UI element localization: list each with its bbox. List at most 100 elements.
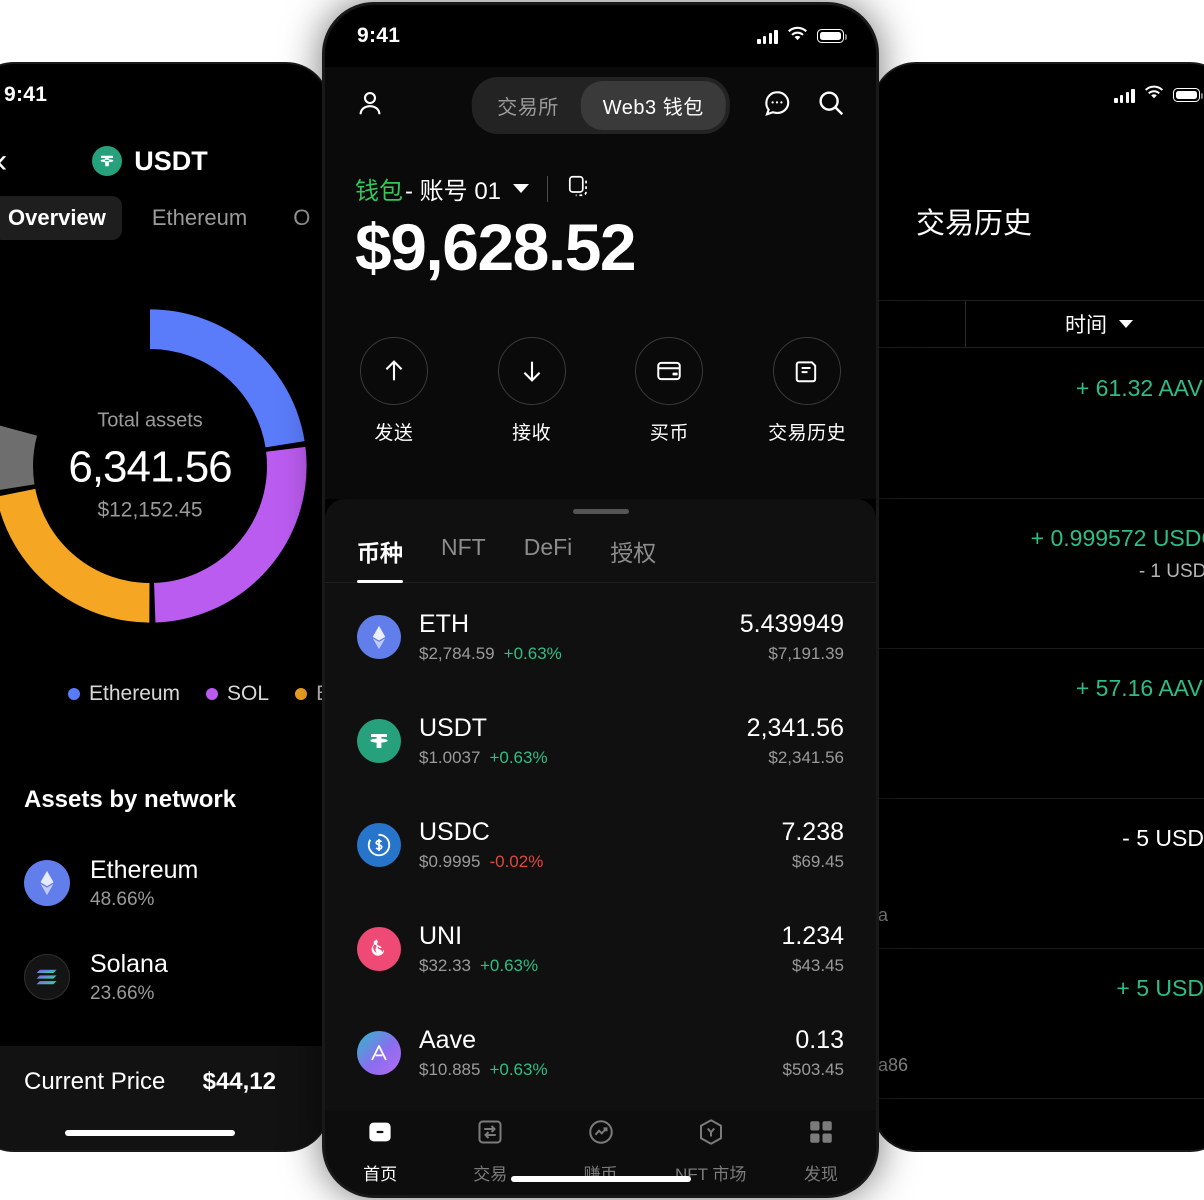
tx-amount: + 0.999572 USDC: [1030, 525, 1204, 551]
nav-nft-market[interactable]: NFT 市场: [656, 1117, 766, 1195]
table-row[interactable]: + 5 USDT ba86: [874, 949, 1204, 1099]
divider: [547, 175, 549, 202]
filter-time-button[interactable]: 时间: [966, 309, 1204, 339]
tab-tokens[interactable]: 币种: [357, 534, 403, 583]
left-phone-frame: 9:41 ‹ USDT Overview Ethereum O: [0, 62, 330, 1152]
tether-icon: [92, 146, 123, 176]
earn-icon: [586, 1117, 616, 1152]
legend-dot-ethereum: [68, 688, 80, 700]
status-time: 9:41: [4, 83, 48, 106]
donut-value: 6,341.56: [68, 442, 232, 492]
tx-history-button[interactable]: 交易历史: [738, 337, 876, 445]
cellular-icon: [757, 29, 778, 44]
wallet-selector[interactable]: 钱包 - 账号 01: [355, 171, 592, 206]
total-balance: $9,628.52: [355, 210, 637, 284]
nav-earn[interactable]: 赚币: [545, 1117, 655, 1195]
token-value: $43.45: [792, 956, 844, 975]
token-value: $7,191.39: [768, 644, 844, 663]
person-icon[interactable]: [355, 88, 385, 123]
segment-web3-wallet[interactable]: Web3 钱包: [580, 80, 726, 130]
arrow-down-icon: [497, 337, 566, 405]
network-name: Solana: [90, 949, 168, 978]
solana-icon: [24, 954, 70, 1000]
center-phone-screen: 9:41 交易所: [325, 5, 876, 1195]
token-price: $1.0037: [419, 748, 481, 767]
right-phone-frame: . 交易历史 时间 + 61.32 AAV: [872, 62, 1204, 1152]
donut-slice-sol: [0, 309, 307, 623]
sheet-grabber[interactable]: [572, 509, 629, 514]
tab-defi[interactable]: DeFi: [523, 534, 573, 560]
legend-item: SOL: [206, 682, 269, 706]
tx-amount: - 5 USDT: [1122, 825, 1204, 851]
assets-sheet: 币种 NFT DeFi 授权 ETH $2,784.59: [325, 499, 876, 1195]
nav-home[interactable]: 首页: [325, 1117, 435, 1195]
network-name: Ethereum: [90, 855, 199, 884]
token-change: +0.63%: [480, 956, 539, 975]
tx-amount: + 5 USDT: [1116, 975, 1204, 1001]
legend-dot-sol: [206, 688, 219, 700]
ethereum-icon: [357, 615, 401, 659]
list-item[interactable]: ETH $2,784.59 +0.63% 5.439949 $7,191.39: [325, 585, 876, 689]
token-amount: 1.234: [781, 922, 844, 950]
table-row[interactable]: - 5 USDT 0a: [874, 799, 1204, 949]
tab-overview[interactable]: Overview: [0, 196, 122, 240]
action-label: 买币: [649, 423, 689, 444]
token-change: +0.63%: [489, 748, 548, 767]
token-change: -0.02%: [489, 852, 544, 871]
table-row[interactable]: + 61.32 AAVE: [874, 349, 1204, 499]
send-button[interactable]: 发送: [325, 337, 463, 445]
segment-exchange[interactable]: 交易所: [497, 96, 559, 119]
receive-button[interactable]: 接收: [463, 337, 601, 445]
donut-slice-ethereum: [0, 309, 307, 623]
list-item[interactable]: USDC $0.9995 -0.02% 7.238 $69.45: [325, 793, 876, 897]
tab-other[interactable]: O: [293, 205, 311, 230]
header-actions: [762, 88, 846, 123]
left-status-bar: 9:41: [0, 64, 328, 126]
token-symbol: ETH: [419, 610, 469, 638]
donut-legend: Ethereum SOL BTC: [0, 682, 328, 706]
network-row[interactable]: Solana 23.66%: [0, 930, 328, 1024]
tether-icon: [357, 719, 401, 763]
chevron-left-icon[interactable]: ‹: [0, 144, 7, 178]
token-amount: 0.13: [795, 1026, 844, 1054]
credit-card-icon: [635, 337, 704, 405]
donut-center-text: Total assets 6,341.56 $12,152.45: [10, 410, 290, 523]
nav-discover[interactable]: 发现: [766, 1117, 876, 1195]
donut-subvalue: $12,152.45: [97, 498, 203, 522]
chat-bubble-icon[interactable]: [762, 88, 792, 123]
left-phone-screen: 9:41 ‹ USDT Overview Ethereum O: [0, 64, 328, 1150]
token-symbol: Aave: [419, 1026, 476, 1054]
tab-ethereum[interactable]: Ethereum: [151, 205, 248, 230]
token-price: $32.33: [419, 956, 471, 975]
action-label: 接收: [512, 423, 552, 444]
token-symbol: USDC: [419, 818, 490, 846]
wallet-name: 钱包: [355, 178, 403, 205]
buy-button[interactable]: 买币: [601, 337, 739, 445]
right-status-bar: .: [874, 64, 1204, 126]
nav-label: 交易: [473, 1165, 508, 1184]
network-row[interactable]: Ethereum 48.66%: [0, 836, 328, 930]
token-symbol: UNI: [419, 922, 463, 950]
list-item[interactable]: UNI $32.33 +0.63% 1.234 $43.45: [325, 897, 876, 1001]
table-row[interactable]: + 0.999572 USDC - 1 USDT: [874, 499, 1204, 649]
copy-icon[interactable]: [566, 173, 592, 204]
token-symbol: USDT: [419, 714, 488, 742]
table-row[interactable]: + 57.16 AAVE: [874, 649, 1204, 799]
chevron-down-icon: [1119, 320, 1133, 328]
search-icon[interactable]: [816, 88, 846, 123]
filter-type-cell[interactable]: [874, 301, 966, 347]
tx-amount: + 57.16 AAVE: [1075, 675, 1204, 701]
list-item[interactable]: USDT $1.0037 +0.63% 2,341.56 $2,341.56: [325, 689, 876, 793]
donut-label: Total assets: [97, 409, 203, 432]
token-amount: 5.439949: [739, 610, 844, 638]
tab-nft[interactable]: NFT: [441, 534, 486, 560]
filter-time-label: 时间: [1065, 314, 1107, 337]
list-item[interactable]: Aave $10.885 +0.63% 0.13 $503.45: [325, 1001, 876, 1105]
quick-actions: 发送 接收 买币: [325, 337, 876, 445]
legend-label: SOL: [227, 682, 270, 705]
status-icons: [757, 26, 847, 47]
nav-trade[interactable]: 交易: [435, 1117, 545, 1195]
token-list: ETH $2,784.59 +0.63% 5.439949 $7,191.39: [325, 585, 876, 1111]
asset-tab-bar: 币种 NFT DeFi 授权: [325, 514, 876, 583]
tab-approvals[interactable]: 授权: [610, 540, 657, 566]
